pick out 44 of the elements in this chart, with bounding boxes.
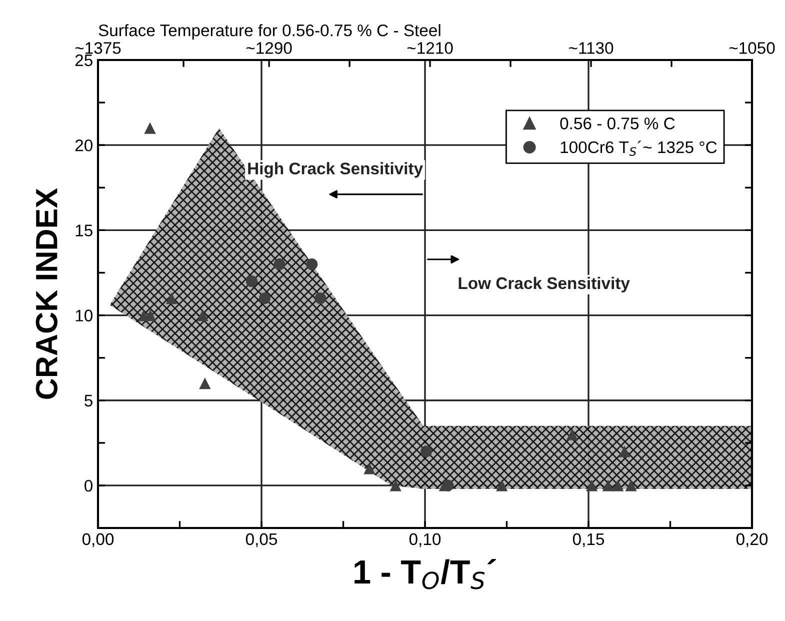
x2-tick-label: ~1375 <box>75 42 121 54</box>
point <box>199 378 211 390</box>
point <box>144 122 156 134</box>
point <box>566 428 578 440</box>
point <box>618 446 630 458</box>
point <box>246 275 258 288</box>
point <box>274 258 286 270</box>
point <box>390 480 402 492</box>
x2-tick-label: ~1050 <box>729 42 775 54</box>
y-tick-label: 20 <box>75 139 92 152</box>
point <box>602 480 614 492</box>
point <box>364 462 376 474</box>
x-tick-label: 0,20 <box>736 533 768 548</box>
y-axis-title: CRACK INDEX <box>36 188 58 399</box>
x2-axis-title: Surface Temperature for 0.56-0.75 % C - Steel <box>98 24 440 40</box>
point <box>314 292 326 304</box>
point <box>625 480 637 492</box>
x-axis-title: 1 - T$_{O}$/T$_{S}$´ <box>354 559 496 590</box>
point <box>196 309 208 322</box>
y-tick-label: 5 <box>84 394 92 407</box>
point <box>496 480 508 492</box>
x-tick-label: 0,15 <box>572 533 604 548</box>
x-tick-label: 0,05 <box>246 533 278 548</box>
y-tick-label: 25 <box>75 54 92 66</box>
legend-label: 100Cr6 T$_{S}$´~ 1325 °C <box>560 140 717 156</box>
point <box>144 309 156 322</box>
point <box>442 480 454 492</box>
x2-tick-label: ~1290 <box>246 42 292 54</box>
annotation: Low Crack Sensitivity <box>458 276 630 292</box>
point <box>586 480 598 492</box>
annotation: High Crack Sensitivity <box>248 162 423 178</box>
y-tick-label: 10 <box>76 310 92 322</box>
point <box>258 292 271 304</box>
x2-tick-label: ~1130 <box>568 42 614 54</box>
point <box>420 446 432 458</box>
x-tick-label: 0,00 <box>82 533 114 548</box>
x2-tick-label: ~1210 <box>407 42 453 54</box>
point <box>166 292 178 304</box>
legend-label: 0.56 - 0.75 % C <box>560 118 675 130</box>
x-tick-label: 0,10 <box>409 533 441 548</box>
point <box>306 258 318 270</box>
y-tick-label: 15 <box>76 224 92 236</box>
y-tick-label: 0 <box>84 480 92 492</box>
point <box>612 480 624 492</box>
